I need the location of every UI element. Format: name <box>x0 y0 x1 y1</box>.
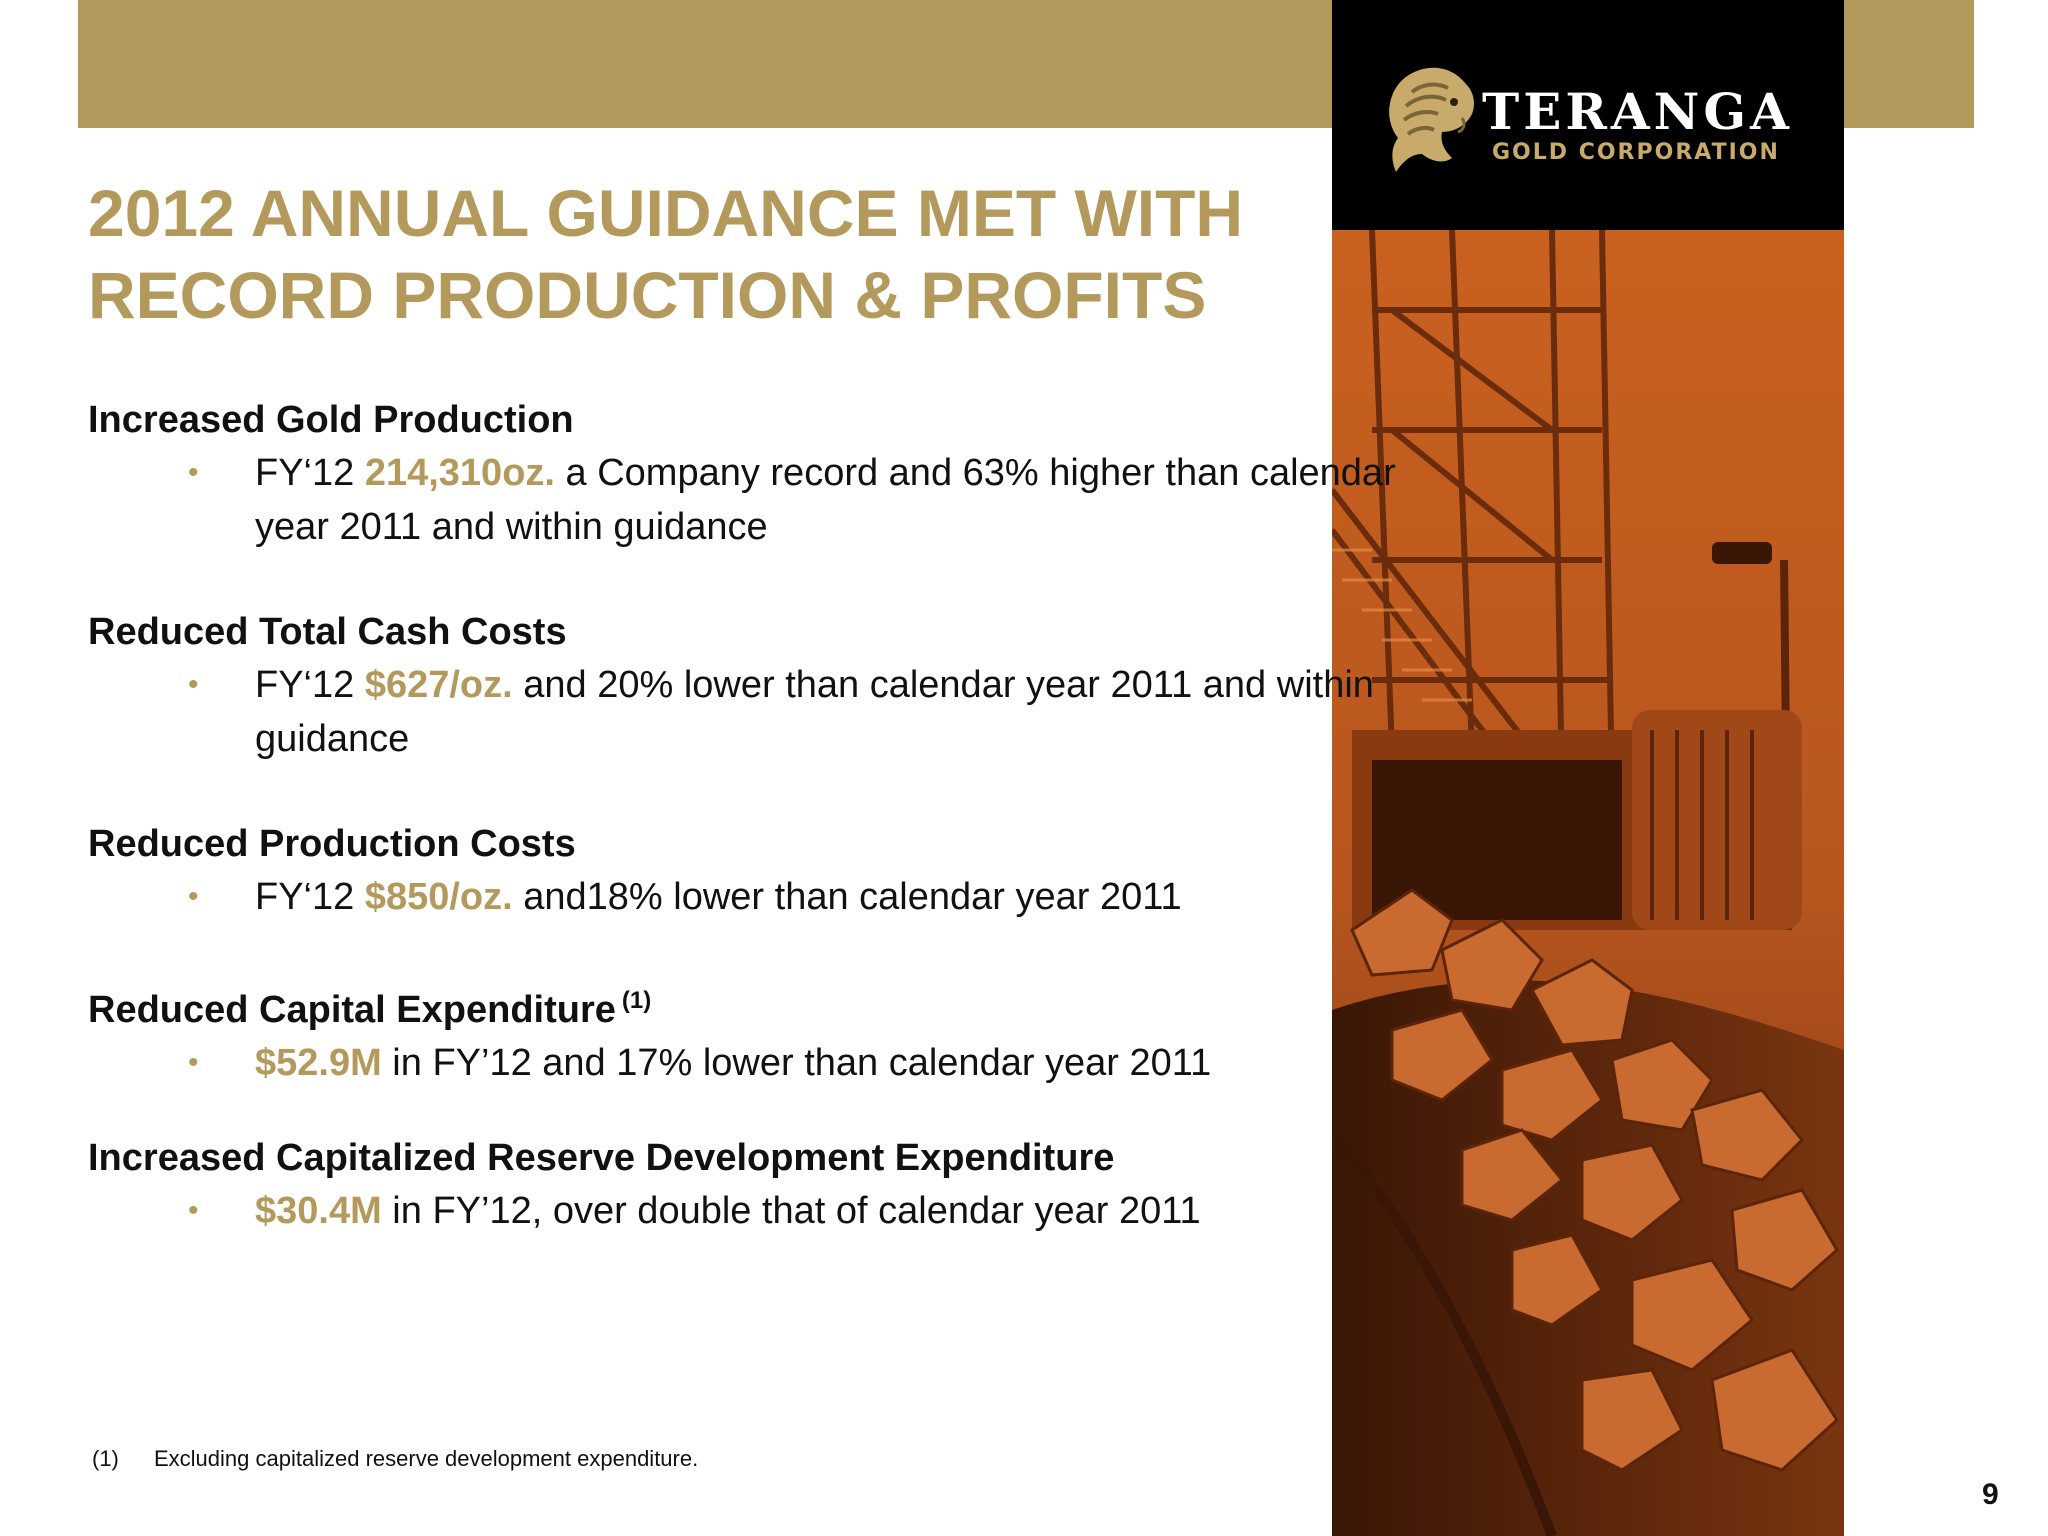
page-number: 9 <box>1982 1478 1999 1511</box>
title-line-1: 2012 ANNUAL GUIDANCE MET WITH <box>88 176 1244 250</box>
footnote: (1) Excluding capitalized reserve develop… <box>92 1446 698 1472</box>
bullet-highlight: $627/oz. <box>364 664 513 706</box>
bullet-highlight: 214,310oz. <box>364 452 555 494</box>
bullet-item: • $30.4M in FY’12, over double that of c… <box>88 1184 1405 1238</box>
bullet-item: • $52.9M in FY’12 and 17% lower than cal… <box>88 1036 1405 1090</box>
bullet-dot: • <box>188 880 199 913</box>
footnote-marker: (1) <box>92 1446 119 1471</box>
section-heading-text: Reduced Capital Expenditure <box>88 989 616 1031</box>
slide-title: 2012 ANNUAL GUIDANCE MET WITH RECORD PRO… <box>88 172 1328 336</box>
bullet-highlight: $30.4M <box>255 1190 382 1232</box>
bullet-text-pre: FY‘12 <box>255 876 365 918</box>
section-reserve-development: Increased Capitalized Reserve Developmen… <box>88 1132 1328 1238</box>
bullet-dot: • <box>188 668 199 701</box>
section-production-costs: Reduced Production Costs • FY‘12 $850/oz… <box>88 818 1328 924</box>
section-capital-expenditure: Reduced Capital Expenditure (1) • $52.9M … <box>88 975 1328 1090</box>
bullet-text-post: a Company record and 63% higher than cal… <box>255 452 1396 548</box>
bullet-item: • FY‘12 $850/oz. and18% lower than calen… <box>88 870 1405 924</box>
bullet-dot: • <box>188 1194 199 1227</box>
section-heading: Reduced Production Costs <box>88 823 576 865</box>
section-heading: Reduced Capital Expenditure (1) <box>88 975 1328 1036</box>
bullet-highlight: $52.9M <box>255 1042 382 1084</box>
company-logo: TERANGA GOLD CORPORATION <box>1332 0 1844 230</box>
bullet-text-post: in FY’12 and 17% lower than calendar yea… <box>381 1042 1212 1084</box>
bullet-dot: • <box>188 456 199 489</box>
footnote-text: Excluding capitalized reserve developmen… <box>154 1446 699 1471</box>
section-heading: Reduced Total Cash Costs <box>88 611 567 653</box>
mining-conveyor-photo <box>1332 230 1844 1536</box>
bullet-text-post: and18% lower than calendar year 2011 <box>512 876 1182 918</box>
bullet-text-post: in FY’12, over double that of calendar y… <box>381 1190 1201 1232</box>
bullet-text-pre: FY‘12 <box>255 664 365 706</box>
bullet-highlight: $850/oz. <box>364 876 513 918</box>
section-heading: Increased Gold Production <box>88 399 574 441</box>
bullet-item: • FY‘12 $627/oz. and 20% lower than cale… <box>88 658 1405 766</box>
section-gold-production: Increased Gold Production • FY‘12 214,31… <box>88 394 1396 554</box>
title-line-2: RECORD PRODUCTION & PROFITS <box>88 258 1207 332</box>
brand-panel: TERANGA GOLD CORPORATION <box>1332 0 1844 1536</box>
section-total-cash-costs: Reduced Total Cash Costs • FY‘12 $627/oz… <box>88 606 1374 766</box>
bullet-item: • FY‘12 214,310oz. a Company record and … <box>88 446 1405 554</box>
bullet-text-pre: FY‘12 <box>255 452 365 494</box>
logo-wordmark: TERANGA <box>1482 82 1793 141</box>
bullet-text-post: and 20% lower than calendar year 2011 an… <box>255 664 1374 760</box>
logo-subtitle: GOLD CORPORATION <box>1492 140 1780 165</box>
section-heading: Increased Capitalized Reserve Developmen… <box>88 1137 1115 1179</box>
bullet-dot: • <box>188 1046 199 1079</box>
footnote-reference: (1) <box>621 987 652 1014</box>
lion-icon <box>1389 67 1474 172</box>
